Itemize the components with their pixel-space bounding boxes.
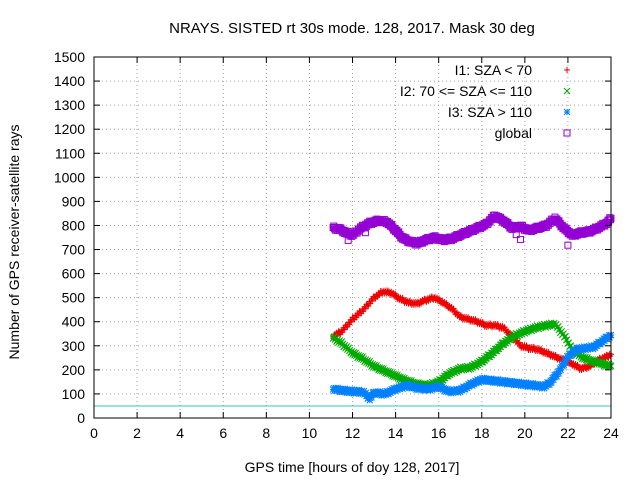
point-i3 [366,396,374,404]
x-tick-label: 6 [219,425,227,441]
y-tick-label: 1500 [54,49,85,65]
outlier-point [361,229,369,237]
point-i1 [516,339,523,346]
y-tick-label: 800 [62,217,86,233]
point-i3 [551,373,559,381]
point-i3 [547,379,555,386]
legend-label: I2: 70 <= SZA <= 110 [400,83,532,99]
tick-labels: 0 2 4 6 8 10 12 14 16 18 20 22 240100200300400500600… [54,49,619,441]
point-i3 [572,346,580,353]
outlier-point [344,236,352,244]
y-tick-label: 200 [62,362,86,378]
series-i2 [329,319,615,391]
point-i3 [553,370,561,378]
legend-marker [564,67,570,73]
y-tick-label: 400 [62,314,86,330]
outlier-point [517,235,525,243]
series-i3 [329,331,615,404]
chart-title: NRAYS. SISTED rt 30s mode. 128, 2017. Ma… [169,20,535,37]
y-tick-label: 500 [62,290,86,306]
y-tick-label: 600 [62,266,86,282]
point-global [603,221,611,229]
point-i1 [530,343,537,350]
x-tick-label: 14 [388,425,404,441]
legend-marker [563,108,571,116]
point-i3 [553,372,561,380]
y-tick-label: 300 [62,338,86,354]
x-tick-label: 22 [560,425,576,441]
point-i1 [384,287,391,294]
x-tick-label: 20 [517,425,533,441]
point-i3 [554,368,562,375]
legend-label: global [495,125,532,141]
point-i1 [406,297,413,304]
y-tick-label: 1100 [55,145,85,161]
point-i3 [550,373,558,381]
y-axis-label: Number of GPS receiver-satellite rays [6,125,22,360]
y-tick-label: 1400 [54,73,85,89]
point-i3 [557,366,564,374]
series-i1 [330,287,614,374]
point-global [606,216,614,224]
legend-label: I1: SZA < 70 [455,62,533,78]
point-i3 [549,376,557,384]
point-i3 [552,371,560,378]
x-tick-label: 12 [345,425,361,441]
x-tick-label: 18 [474,425,490,441]
legend: I1: SZA < 70 I2: 70 <= SZA <= 110 I3: SZA … [400,62,571,141]
x-tick-label: 0 [90,425,98,441]
point-i2 [606,363,614,371]
y-tick-label: 1300 [54,97,85,113]
point-i3 [548,376,556,384]
point-i3 [560,361,568,369]
y-tick-label: 1200 [54,121,85,137]
x-axis-label: GPS time [hours of doy 128, 2017] [245,459,460,475]
x-tick-label: 8 [262,425,270,441]
x-tick-label: 24 [603,425,619,441]
legend-marker [563,129,571,137]
point-i3 [466,379,474,387]
point-i3 [362,389,370,397]
y-tick-label: 100 [62,386,86,402]
x-tick-label: 10 [302,425,318,441]
point-i3 [606,334,614,341]
y-tick-label: 900 [62,193,86,209]
legend-marker [563,87,571,95]
point-global [606,214,614,222]
outlier-point [512,231,520,239]
series-global [329,211,615,249]
axes [93,56,612,419]
y-tick-label: 1000 [54,169,85,185]
y-tick-label: 0 [77,410,85,426]
x-tick-label: 2 [133,425,141,441]
y-tick-label: 700 [62,242,86,258]
point-i3 [555,370,562,377]
x-tick-label: 16 [431,425,447,441]
plot-area [329,211,615,404]
outlier-point [564,241,572,249]
x-tick-label: 4 [176,425,184,441]
point-i3 [547,377,555,385]
legend-label: I3: SZA > 110 [448,104,532,120]
point-i3 [562,358,570,365]
point-i3 [549,374,557,382]
